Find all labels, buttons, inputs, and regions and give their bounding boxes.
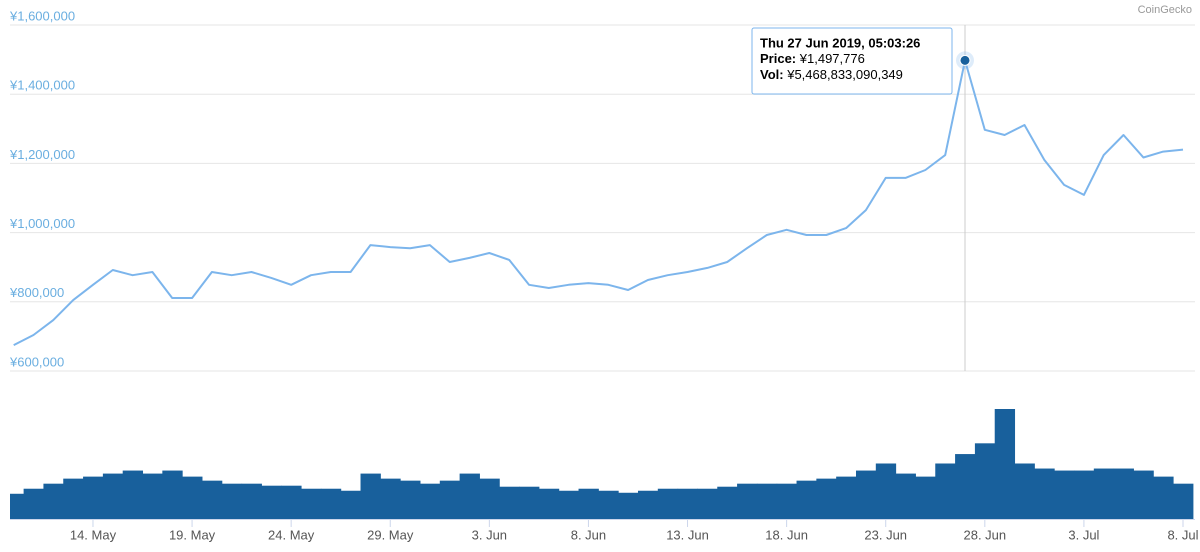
volume-bar xyxy=(499,486,520,519)
x-tick-label: 3. Jul xyxy=(1068,527,1099,542)
volume-bar xyxy=(836,476,857,519)
x-tick-label: 14. May xyxy=(70,527,117,542)
volume-bar xyxy=(479,478,500,519)
volume-bar xyxy=(1133,470,1154,519)
y-tick-label: ¥800,000 xyxy=(9,285,64,300)
volume-bar xyxy=(1153,476,1174,519)
plot-area: ¥600,000 ¥800,000 ¥1,000,000 ¥1,200,000 ¥1,4… xyxy=(9,8,1199,542)
x-tick-label: 8. Jun xyxy=(571,527,606,542)
volume-bar xyxy=(538,488,560,519)
volume-bar xyxy=(360,473,381,519)
price-line xyxy=(13,59,1184,346)
volume-bar xyxy=(578,488,599,519)
volume-bar xyxy=(697,488,718,519)
volume-bar xyxy=(1173,483,1194,519)
volume-bar xyxy=(618,492,639,519)
tooltip-row: Vol: ¥5,468,833,090,349 xyxy=(760,67,903,82)
volume-bar xyxy=(122,470,144,519)
volume-bar xyxy=(677,488,698,519)
volume-bar xyxy=(816,478,837,519)
volume-bar xyxy=(1073,470,1095,519)
y-tick-label: ¥600,000 xyxy=(9,354,64,369)
volume-bar xyxy=(63,478,84,519)
tooltip: Thu 27 Jun 2019, 05:03:26 Price: ¥1,497,… xyxy=(751,27,953,95)
volume-bar xyxy=(102,473,124,519)
x-tick-label: 28. Jun xyxy=(963,527,1006,542)
volume-bar xyxy=(83,476,104,519)
volume-bar xyxy=(796,480,817,519)
volume-bar xyxy=(182,476,203,519)
volume-bar xyxy=(935,463,956,519)
tooltip-value: ¥1,497,776 xyxy=(799,51,865,66)
volume-bar xyxy=(875,463,897,519)
volume-bar xyxy=(400,480,421,519)
x-tick-label: 23. Jun xyxy=(864,527,907,542)
tooltip-box xyxy=(751,27,953,95)
volume-bar xyxy=(23,488,44,519)
volume-bar xyxy=(320,488,342,519)
y-tick-label: ¥1,000,000 xyxy=(9,216,75,231)
volume-bar xyxy=(915,476,936,519)
volume-bar xyxy=(558,490,580,519)
volume-bar xyxy=(657,488,679,519)
x-tick-label: 24. May xyxy=(268,527,315,542)
volume-bar xyxy=(43,483,64,519)
volume-bar xyxy=(201,480,223,519)
volume-bar xyxy=(737,483,758,519)
y-tick-label: ¥1,600,000 xyxy=(9,8,75,23)
volume-bar xyxy=(637,490,659,519)
volume-bar xyxy=(162,470,183,519)
volume-bar xyxy=(776,483,798,519)
volume-bar xyxy=(994,409,1016,519)
volume-bar xyxy=(419,483,441,519)
volume-bar xyxy=(340,490,362,519)
y-tick-label: ¥1,400,000 xyxy=(9,78,75,93)
watermark: CoinGecko xyxy=(1138,4,1192,16)
volume-bar xyxy=(1113,468,1134,519)
volume-bar xyxy=(1014,463,1035,519)
volume-bar xyxy=(261,485,282,519)
volume-bar xyxy=(142,473,163,519)
tooltip-label: Vol: xyxy=(760,67,784,82)
volume-bar xyxy=(1054,470,1075,519)
x-tick-label: 8. Jul xyxy=(1167,527,1198,542)
volume-bar xyxy=(281,485,302,519)
x-tick-label: 19. May xyxy=(169,527,216,542)
volume-bar xyxy=(241,483,262,519)
y-tick-label: ¥1,200,000 xyxy=(9,147,75,162)
volume-bar xyxy=(221,483,243,519)
tooltip-title: Thu 27 Jun 2019, 05:03:26 xyxy=(760,35,920,50)
tooltip-row: Price: ¥1,497,776 xyxy=(760,51,865,66)
volume-bar xyxy=(380,478,401,519)
highlight-point xyxy=(959,54,971,66)
tooltip-label: Price: xyxy=(760,51,796,66)
x-tick-label: 29. May xyxy=(367,527,414,542)
volume-bar xyxy=(519,486,540,519)
volume-bar xyxy=(974,443,996,519)
x-tick-label: 13. Jun xyxy=(666,527,709,542)
tooltip-value: ¥5,468,833,090,349 xyxy=(786,67,903,82)
x-tick-label: 3. Jun xyxy=(472,527,507,542)
volume-bar xyxy=(439,480,461,519)
volume-bar xyxy=(459,473,480,519)
volume-bar xyxy=(1093,468,1115,519)
volume-bar xyxy=(598,490,619,519)
volume-bar xyxy=(1034,468,1055,519)
x-tick-label: 18. Jun xyxy=(765,527,808,542)
volume-bar xyxy=(756,483,778,519)
volume-bar xyxy=(955,454,976,519)
volume-bar xyxy=(895,473,916,519)
volume-bar xyxy=(717,486,738,519)
volume-bar xyxy=(855,470,877,519)
volume-bar xyxy=(301,488,322,519)
